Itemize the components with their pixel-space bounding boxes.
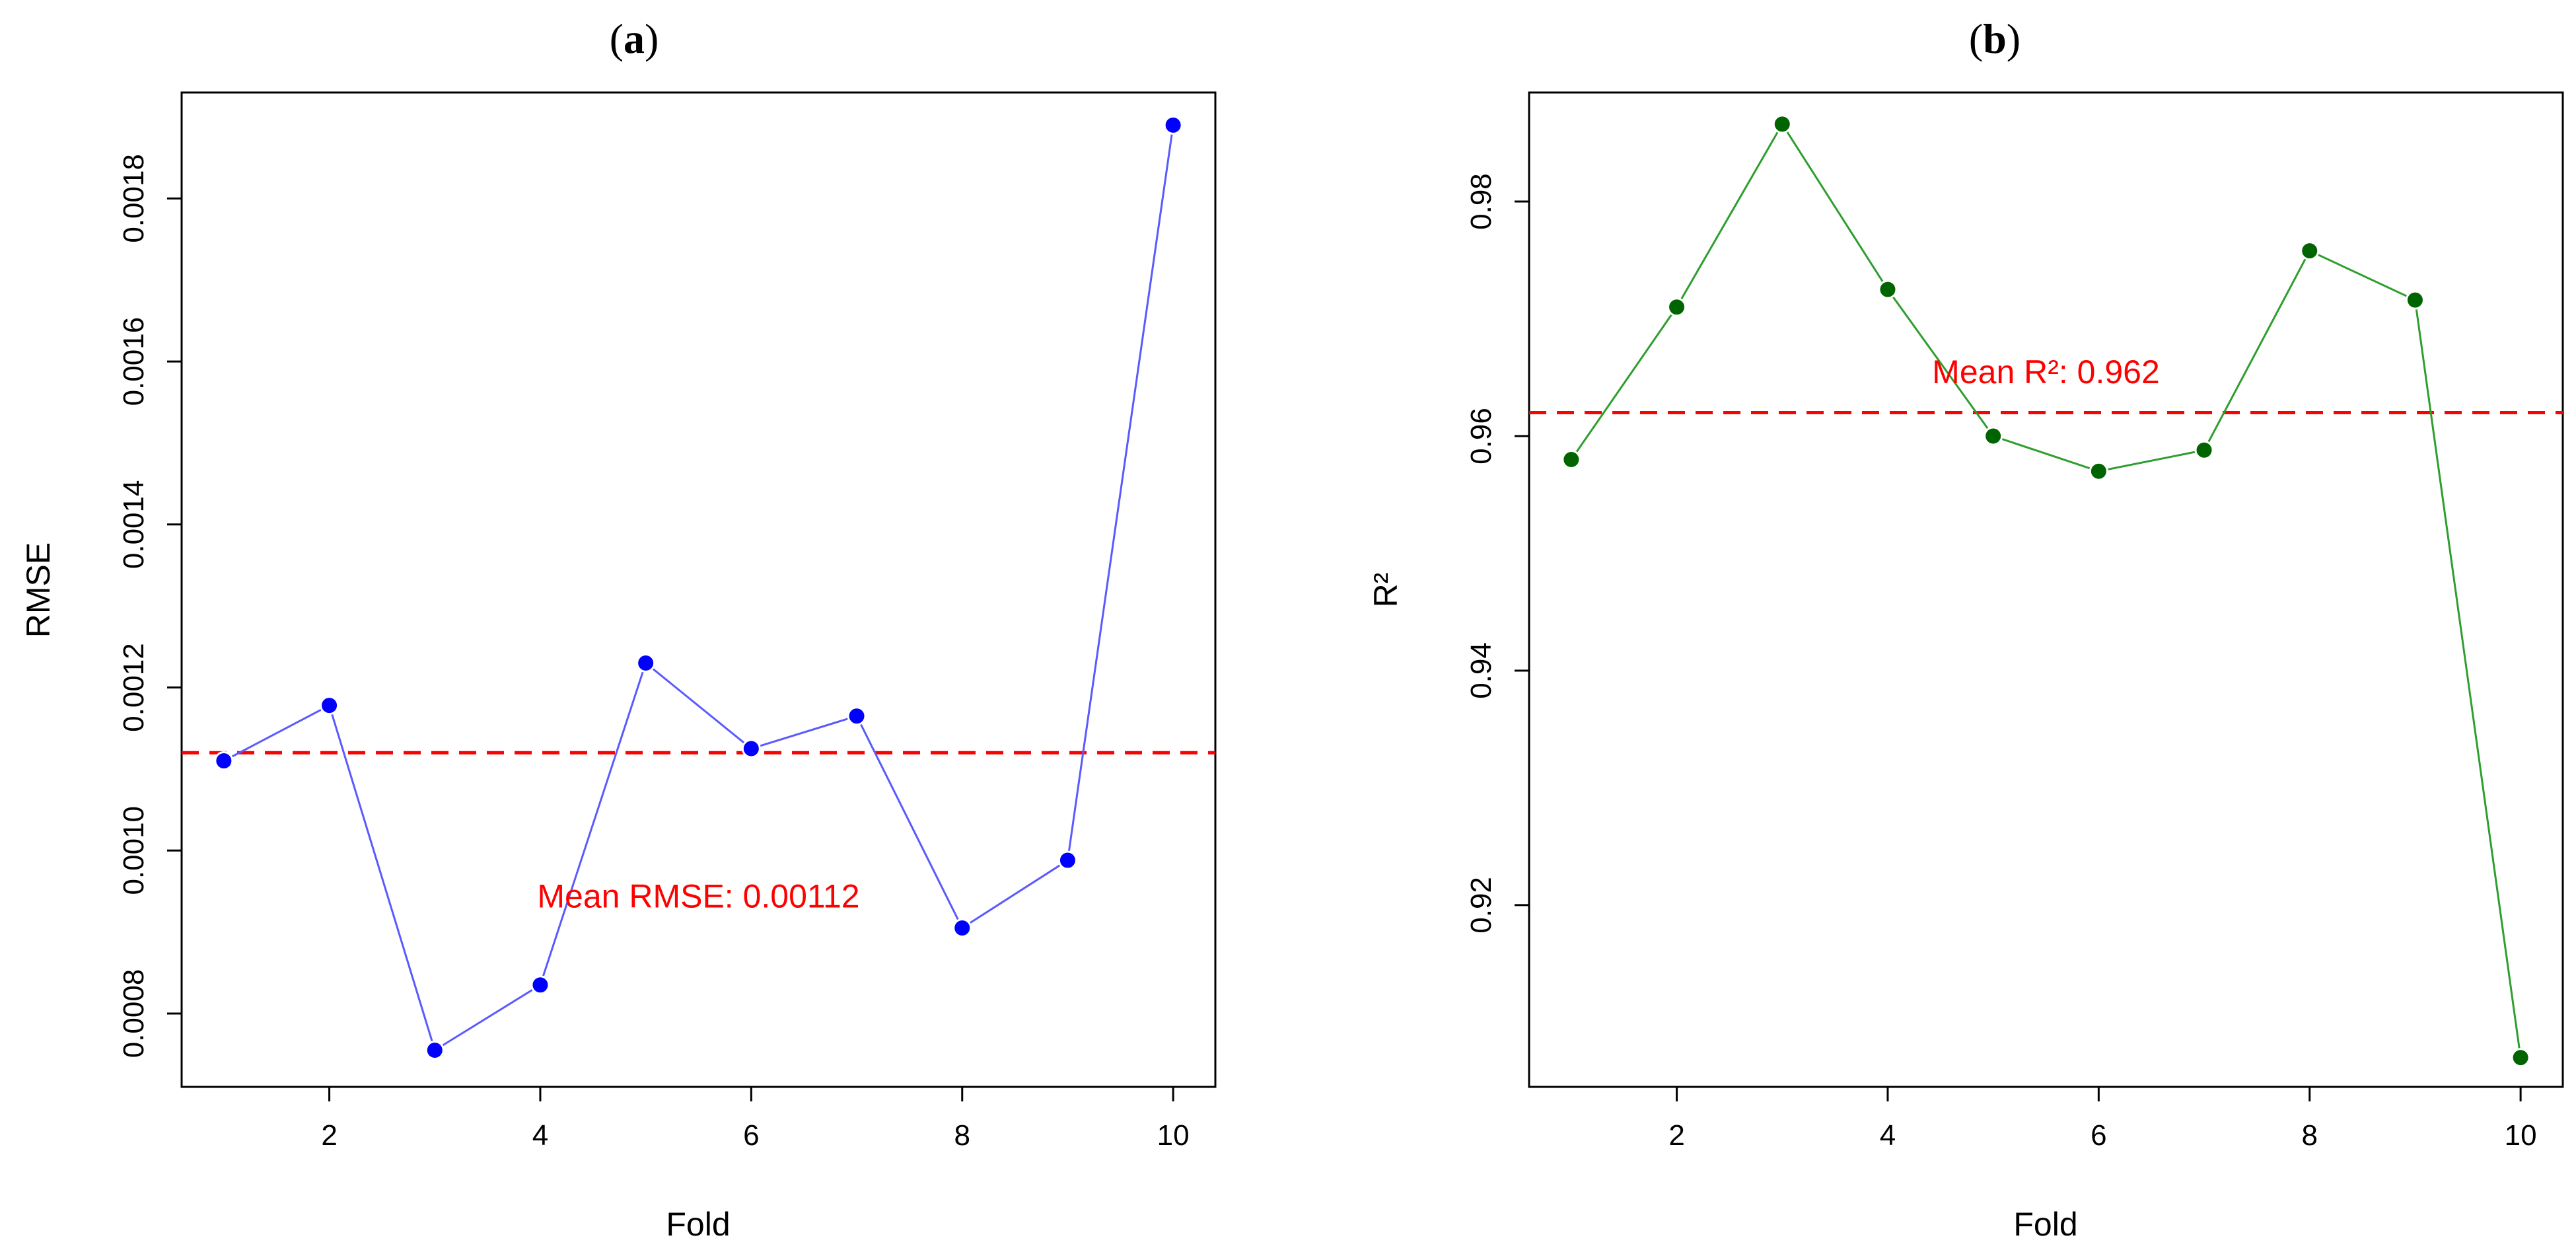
panel-b-mean-annotation: Mean R²: 0.962 <box>1932 353 2160 390</box>
panel-a-y-tick-label-3: 0.0014 <box>118 480 150 570</box>
panel-a-y-tick-label-0: 0.0008 <box>118 969 150 1058</box>
panel-a-point-7 <box>847 706 867 726</box>
panel-a-x-tick-label-10: 10 <box>1157 1119 1190 1152</box>
panel-a-y-tick-label-5: 0.0018 <box>118 154 150 243</box>
panel-b-point-1 <box>1561 450 1581 470</box>
panel-b-point-8 <box>2300 241 2320 261</box>
panel-a-points <box>214 115 1183 1060</box>
panel-b-points <box>1561 114 2530 1068</box>
panel-a-y-tick-label-4: 0.0016 <box>118 317 150 406</box>
panel-b-point-7 <box>2194 440 2214 460</box>
panel-b-series-line <box>1570 122 2522 1058</box>
panel-b-x-tick-label-4: 4 <box>1880 1119 1896 1152</box>
panel-b-point-9 <box>2405 290 2425 310</box>
panel-a-mean-annotation: Mean RMSE: 0.00112 <box>537 878 859 915</box>
panel-a-y-tick-label-1: 0.0010 <box>118 806 150 895</box>
panel-a-point-4 <box>530 975 550 995</box>
panel-a-point-9 <box>1057 850 1077 870</box>
panel-a-point-5 <box>636 653 656 673</box>
panel-a-x-tick-label-2: 2 <box>321 1119 337 1152</box>
panel-b-y-tick-label-1: 0.94 <box>1465 642 1497 699</box>
panel-b-point-10 <box>2511 1048 2530 1068</box>
panel-b-x-tick-label-8: 8 <box>2301 1119 2317 1152</box>
panel-b-x-axis: 2 4 6 8 10 <box>1668 1087 2537 1152</box>
panel-a-point-6 <box>741 739 761 758</box>
panel-b-y-axis-label: R² <box>1367 573 1404 608</box>
panel-b-r2: (b) 2 4 6 8 10 0.92 0.94 0.96 0.98 Mean R²: 0.9… <box>1367 15 2564 1243</box>
panel-a-point-10 <box>1163 115 1183 135</box>
panel-a-x-axis-label: Fold <box>666 1206 730 1243</box>
panel-b-y-tick-label-2: 0.96 <box>1465 408 1497 464</box>
panel-b-y-axis: 0.92 0.94 0.96 0.98 <box>1465 173 1529 934</box>
panel-b-point-4 <box>1878 279 1898 299</box>
panel-b-plot-frame <box>1528 91 2564 1088</box>
panel-b-point-2 <box>1667 297 1687 317</box>
panel-b-point-5 <box>1984 426 2003 446</box>
panel-a-y-axis: 0.0008 0.0010 0.0012 0.0014 0.0016 0.0018 <box>118 154 182 1058</box>
panel-a-y-tick-label-2: 0.0012 <box>118 643 150 732</box>
panel-a-x-tick-label-4: 4 <box>532 1119 548 1152</box>
panel-b-x-tick-label-10: 10 <box>2505 1119 2537 1152</box>
panel-b-y-tick-label-0: 0.92 <box>1465 877 1497 934</box>
panel-a-label: (a) <box>610 15 659 62</box>
panel-b-point-6 <box>2089 461 2108 481</box>
panel-b-point-3 <box>1772 114 1792 134</box>
panel-a-point-8 <box>952 918 972 938</box>
panel-a-point-3 <box>425 1040 445 1060</box>
panel-a-y-axis-label: RMSE <box>20 542 57 638</box>
panel-a-point-2 <box>320 696 340 716</box>
panel-a-point-1 <box>214 751 234 771</box>
panel-a-x-tick-label-6: 6 <box>743 1119 759 1152</box>
panel-a-series-line <box>223 125 1174 1052</box>
panel-a-plot-frame <box>180 91 1217 1088</box>
panel-a-x-tick-label-8: 8 <box>954 1119 970 1152</box>
panel-b-label: (b) <box>1969 15 2021 62</box>
panel-b-x-tick-label-2: 2 <box>1668 1119 1684 1152</box>
panel-a-rmse: (a) 2 4 6 8 10 0.0008 0.0010 0.0012 0.0014 0.001… <box>20 15 1217 1243</box>
panel-a-x-axis: 2 4 6 8 10 <box>321 1087 1190 1152</box>
panel-b-x-axis-label: Fold <box>2013 1206 2077 1243</box>
panel-b-x-tick-label-6: 6 <box>2091 1119 2106 1152</box>
panel-b-y-tick-label-3: 0.98 <box>1465 173 1497 230</box>
